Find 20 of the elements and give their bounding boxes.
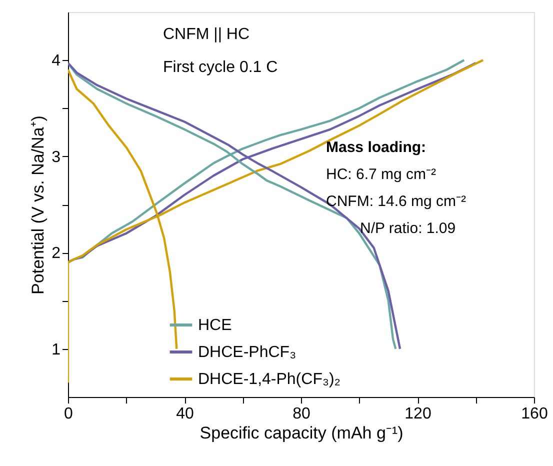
legend-label: DHCE-1,4-Ph(CF₃)₂	[198, 371, 341, 388]
annotation: N/P ratio: 1.09	[360, 220, 456, 237]
legend-label: DHCE-PhCF₃	[198, 344, 296, 361]
x-axis-title: Specific capacity (mAh g⁻¹)	[200, 424, 404, 442]
annotation: CNFM: 14.6 mg cm⁻²	[326, 193, 466, 210]
x-tick-label: 80	[292, 406, 310, 422]
annotation: HC: 6.7 mg cm⁻²	[326, 166, 436, 183]
annotation: CNFM || HC	[163, 26, 250, 43]
x-tick-label: 120	[404, 406, 432, 422]
y-tick-label: 3	[52, 148, 61, 166]
legend-label: HCE	[198, 317, 232, 334]
x-tick-label: 0	[64, 406, 74, 422]
x-tick-label: 40	[176, 406, 194, 422]
y-axis-title: Potential (V vs. Na/Na⁺)	[28, 116, 48, 294]
annotation: First cycle 0.1 C	[163, 59, 278, 76]
y-tick-label: 1	[52, 341, 61, 358]
annotation: Mass loading:	[326, 139, 426, 156]
y-tick-label: 4	[52, 52, 61, 70]
x-tick-label: 160	[521, 406, 548, 422]
y-tick-label: 2	[52, 245, 61, 262]
